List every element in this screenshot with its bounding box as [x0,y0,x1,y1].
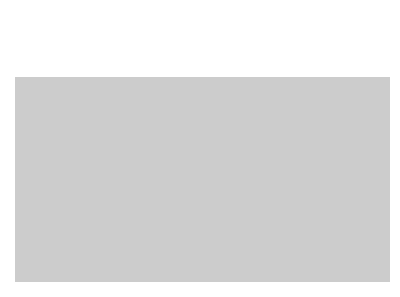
Polygon shape [15,77,390,282]
